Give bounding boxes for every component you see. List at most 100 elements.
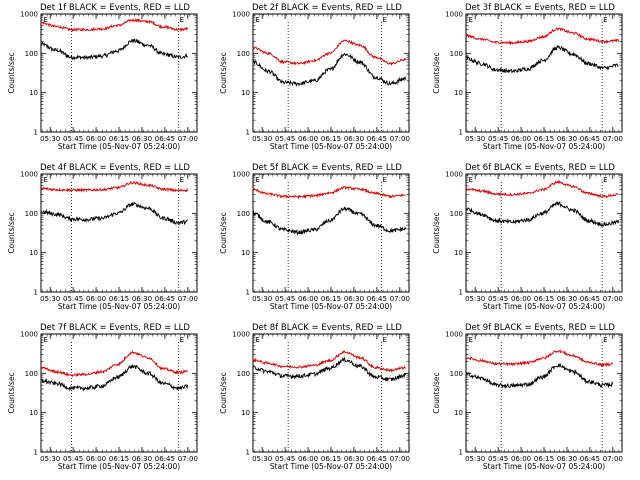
x-tick-label: 06:00 <box>86 295 106 303</box>
x-tick-label: 06:15 <box>534 295 554 303</box>
x-tick-label: 06:15 <box>534 135 554 143</box>
panel-title: Det 2f BLACK = Events, RED = LLD <box>252 3 402 13</box>
x-tick-label: 06:45 <box>367 455 387 463</box>
y-tick-label: 100 <box>450 210 463 218</box>
plot-frame <box>465 13 623 133</box>
marker-label: E <box>469 336 473 344</box>
x-tick-label: 06:00 <box>298 455 318 463</box>
marker-label: E <box>256 16 260 24</box>
panel-title: Det 7f BLACK = Events, RED = LLD <box>40 323 190 333</box>
x-tick-label: 05:45 <box>275 295 295 303</box>
plot-frame <box>252 13 410 133</box>
panel-det-7f: Det 7f BLACK = Events, RED = LLD 1 10 100 10… <box>7 323 198 471</box>
series-lld <box>465 179 619 199</box>
series-events <box>465 44 619 74</box>
x-tick-label: 06:00 <box>86 455 106 463</box>
x-tick-label: 06:30 <box>557 295 577 303</box>
panel-title: Det 8f BLACK = Events, RED = LLD <box>252 323 402 333</box>
series-lld <box>252 350 406 373</box>
x-tick-label: 06:15 <box>321 135 341 143</box>
x-tick-label: 05:45 <box>488 135 508 143</box>
marker-label: E <box>256 336 260 344</box>
y-tick-label: 10 <box>29 89 38 97</box>
x-tick-label: 05:45 <box>275 455 295 463</box>
x-tick-label: 06:15 <box>109 455 129 463</box>
y-tick-label: 100 <box>25 370 38 378</box>
y-axis-label: Counts/sec <box>7 372 16 413</box>
x-tick-label: 07:00 <box>390 455 410 463</box>
x-tick-label: 06:30 <box>557 455 577 463</box>
marker-label: E <box>469 16 473 24</box>
marker-label: E <box>469 176 473 184</box>
x-tick-label: 06:00 <box>298 135 318 143</box>
series-lld <box>40 350 188 378</box>
x-tick-label: 05:45 <box>488 295 508 303</box>
panel-det-3f: Det 3f BLACK = Events, RED = LLD 1 10 100 10… <box>432 3 623 151</box>
x-tick-label: 06:15 <box>321 455 341 463</box>
series-lld <box>465 348 614 368</box>
x-tick-label: 07:00 <box>390 295 410 303</box>
y-tick-label: 1000 <box>20 11 38 19</box>
panel-title: Det 3f BLACK = Events, RED = LLD <box>465 3 615 13</box>
x-tick-label: 05:45 <box>63 295 83 303</box>
panel-det-2f: Det 2f BLACK = Events, RED = LLD 1 10 100 10… <box>219 3 410 151</box>
panel-det-9f: Det 9f BLACK = Events, RED = LLD 1 10 100 10… <box>432 323 623 471</box>
marker-label: E <box>44 336 48 344</box>
x-tick-label: 06:30 <box>132 455 152 463</box>
x-tick-label: 05:45 <box>275 135 295 143</box>
panel-det-5f: Det 5f BLACK = Events, RED = LLD 1 10 100 10… <box>219 163 410 311</box>
y-tick-label: 100 <box>237 50 250 58</box>
x-tick-label: 05:30 <box>465 455 485 463</box>
series-lld <box>252 185 406 200</box>
plot-frame <box>252 333 410 453</box>
x-tick-label: 07:00 <box>603 455 623 463</box>
marker-label: E <box>44 16 48 24</box>
x-tick-label: 06:45 <box>367 135 387 143</box>
x-tick-label: 06:30 <box>132 135 152 143</box>
x-tick-label: 05:30 <box>252 295 272 303</box>
x-tick-label: 06:00 <box>511 455 531 463</box>
panel-title: Det 1f BLACK = Events, RED = LLD <box>40 3 190 13</box>
x-tick-label: 06:00 <box>511 135 531 143</box>
y-tick-label: 10 <box>454 409 463 417</box>
x-tick-label: 06:45 <box>580 135 600 143</box>
x-axis-label: Start Time (05-Nov-07 05:24:00) <box>483 462 605 471</box>
plot-frame <box>252 173 410 293</box>
x-tick-label: 06:45 <box>580 455 600 463</box>
panel-det-4f: Det 4f BLACK = Events, RED = LLD 1 10 100 10… <box>7 163 198 311</box>
x-tick-label: 05:30 <box>40 455 60 463</box>
marker-label: E <box>603 176 607 184</box>
panel-title: Det 5f BLACK = Events, RED = LLD <box>252 163 402 173</box>
y-tick-label: 10 <box>241 249 250 257</box>
marker-label: E <box>382 176 386 184</box>
y-tick-label: 1 <box>246 289 250 297</box>
x-tick-label: 07:00 <box>603 295 623 303</box>
y-tick-label: 1000 <box>232 171 250 179</box>
marker-label: E <box>382 16 386 24</box>
y-axis-label: Counts/sec <box>7 52 16 93</box>
series-lld <box>465 27 620 46</box>
series-events <box>40 364 189 392</box>
y-axis-label: Counts/sec <box>219 212 228 253</box>
x-tick-label: 05:30 <box>40 135 60 143</box>
x-tick-label: 06:30 <box>557 135 577 143</box>
x-tick-label: 06:15 <box>109 135 129 143</box>
series-events <box>252 206 407 236</box>
y-tick-label: 10 <box>241 89 250 97</box>
y-tick-label: 10 <box>241 409 250 417</box>
series-events <box>465 200 620 227</box>
x-tick-label: 07:00 <box>178 135 198 143</box>
y-tick-label: 1000 <box>232 11 250 19</box>
x-axis-label: Start Time (05-Nov-07 05:24:00) <box>270 302 392 311</box>
marker-label: E <box>603 336 607 344</box>
y-tick-label: 1 <box>34 129 38 137</box>
y-tick-label: 1 <box>246 449 250 457</box>
plot-frame <box>465 333 623 453</box>
x-axis-label: Start Time (05-Nov-07 05:24:00) <box>270 462 392 471</box>
x-tick-label: 06:45 <box>367 295 387 303</box>
y-tick-label: 1000 <box>445 171 463 179</box>
y-axis-label: Counts/sec <box>219 372 228 413</box>
y-axis-label: Counts/sec <box>432 212 441 253</box>
x-axis-label: Start Time (05-Nov-07 05:24:00) <box>58 142 180 151</box>
